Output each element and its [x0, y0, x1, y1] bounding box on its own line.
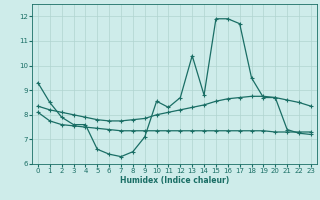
X-axis label: Humidex (Indice chaleur): Humidex (Indice chaleur)	[120, 176, 229, 185]
